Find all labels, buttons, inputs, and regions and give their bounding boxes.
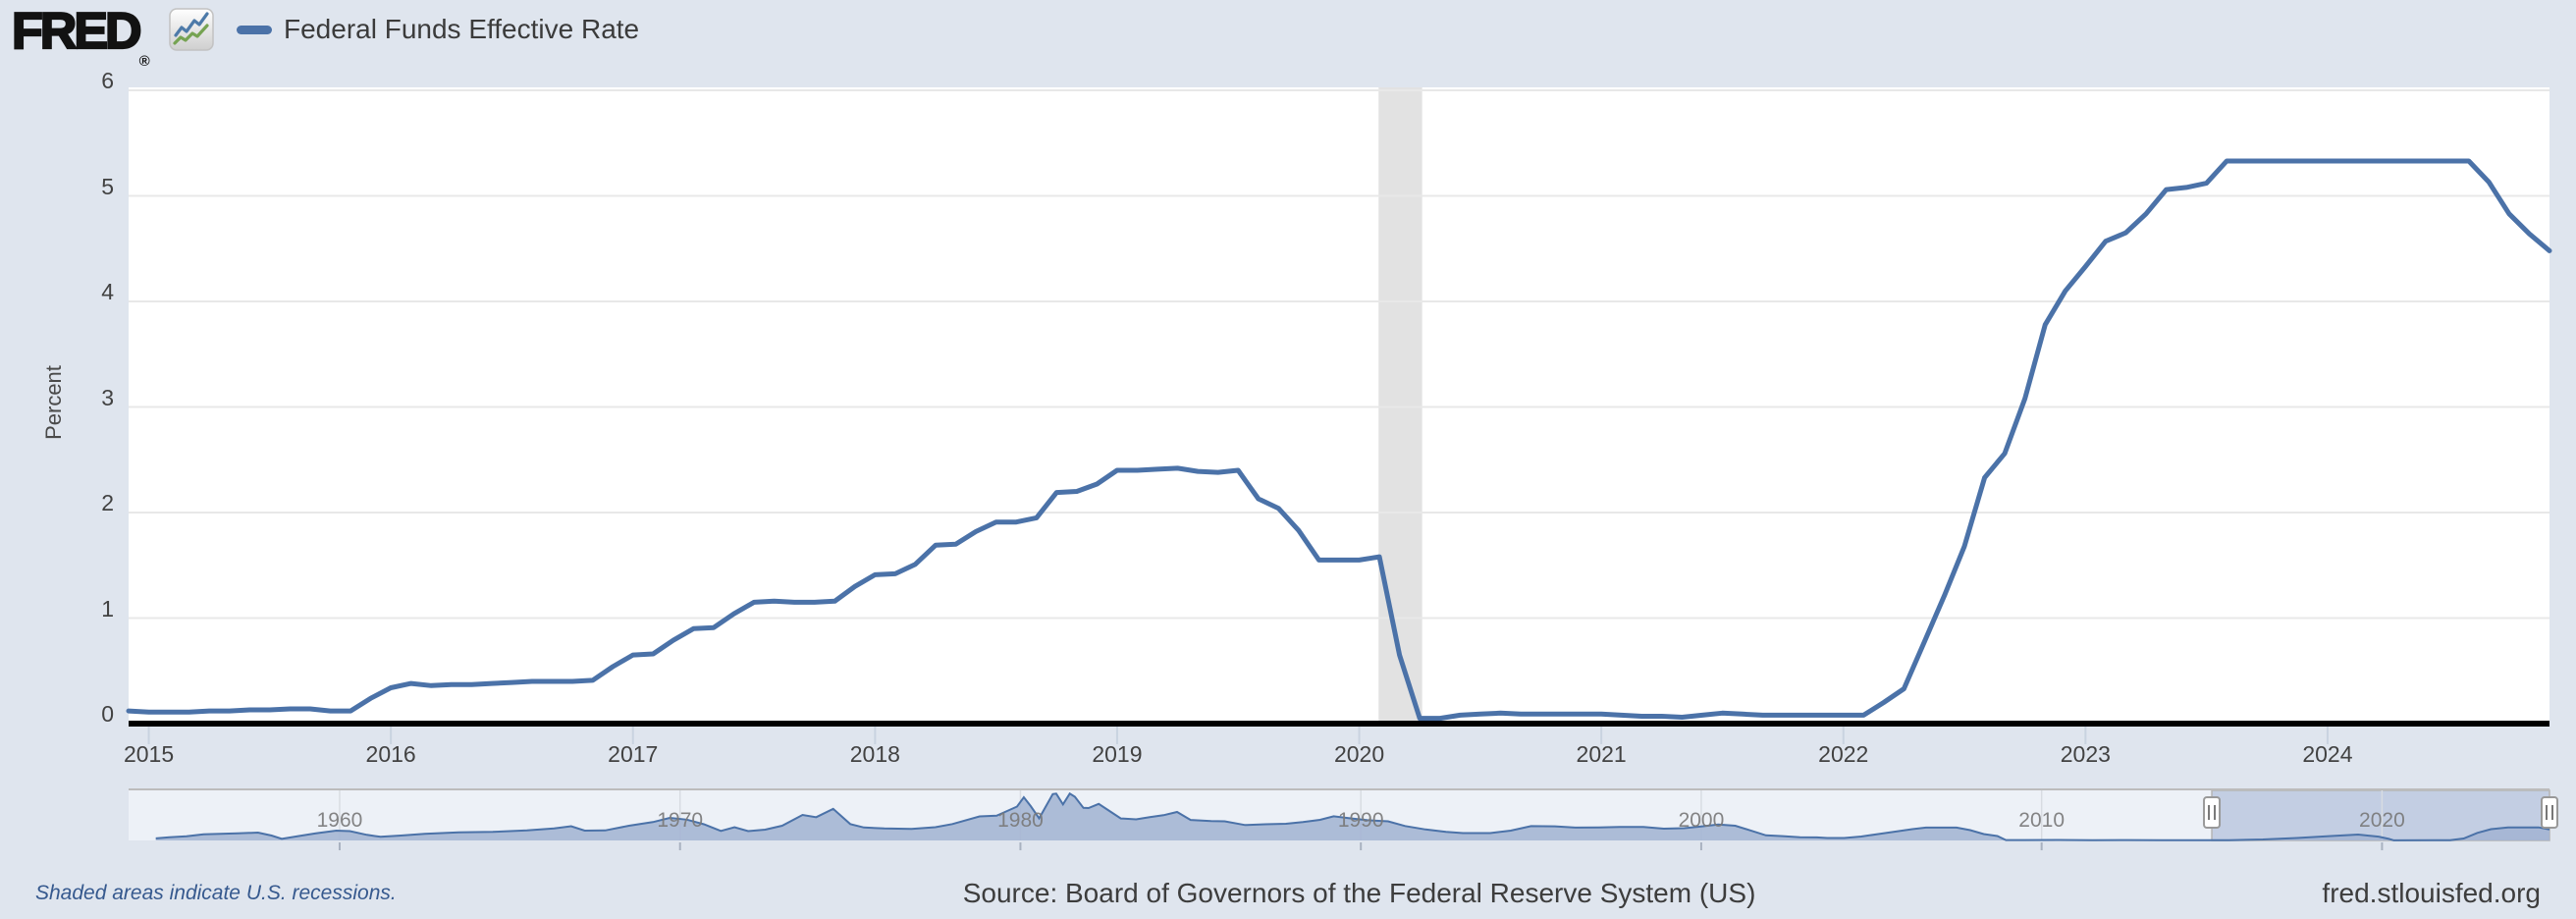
main-series-line[interactable] — [126, 158, 2552, 722]
legend[interactable]: Federal Funds Effective Rate — [237, 14, 639, 45]
fred-graph-icon[interactable] — [169, 8, 214, 51]
fred-logo[interactable]: FRED® — [11, 2, 150, 70]
minimap-area — [155, 793, 2550, 840]
x-tick-label: 2023 — [2060, 741, 2111, 767]
y-tick-label: 1 — [101, 595, 114, 622]
x-tick-label: 2017 — [608, 741, 659, 767]
y-tick-label: 4 — [101, 279, 114, 304]
minimap-line — [155, 791, 2550, 841]
fred-logo-text: FRED — [11, 2, 143, 61]
source-text: Source: Board of Governors of the Federa… — [962, 878, 1756, 908]
x-tick-label: 2021 — [1576, 741, 1627, 767]
legend-line-swatch — [237, 25, 272, 34]
x-tick-label: 2022 — [1818, 741, 1869, 767]
x-tick-label: 2020 — [1333, 741, 1385, 767]
y-tick-label: 5 — [101, 173, 114, 199]
minimap-handle-right-grip — [2546, 805, 2548, 820]
minimap-handle-left-grip — [2214, 805, 2217, 820]
x-tick-label: 2024 — [2302, 741, 2353, 767]
y-tick-label: 6 — [101, 68, 114, 93]
recessions-note-link[interactable]: Shaded areas indicate U.S. recessions. — [35, 882, 397, 904]
x-axis-line — [129, 721, 2549, 727]
y-tick-label: 0 — [101, 701, 114, 727]
minimap-handle-right[interactable] — [2541, 796, 2558, 829]
legend-series-label: Federal Funds Effective Rate — [284, 14, 640, 44]
registered-mark: ® — [138, 53, 150, 70]
minimap-handle-left-grip — [2208, 805, 2211, 820]
x-tick-label: 2019 — [1092, 741, 1143, 767]
y-tick-label: 3 — [101, 384, 114, 410]
x-tick-label: 2016 — [365, 741, 416, 767]
footer: Shaded areas indicate U.S. recessions. S… — [35, 872, 2541, 915]
x-tick-label: 2018 — [849, 741, 900, 767]
fred-site-link[interactable]: fred.stlouisfed.org — [2322, 878, 2541, 908]
y-tick-label: 2 — [101, 490, 114, 515]
x-tick-label: 2015 — [123, 741, 175, 767]
minimap-handle-left[interactable] — [2203, 796, 2222, 829]
minimap-handle-right-grip — [2551, 805, 2553, 820]
